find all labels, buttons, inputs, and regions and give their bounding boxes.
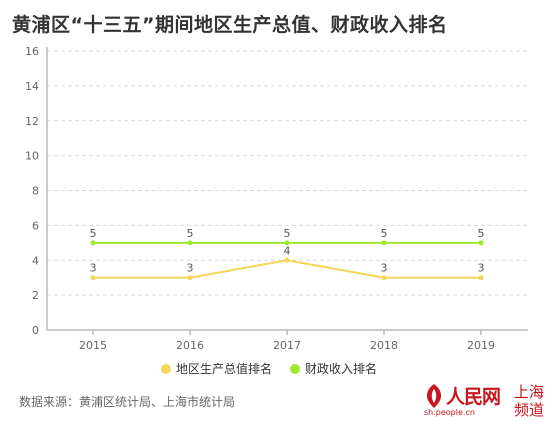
data-label: 4	[284, 244, 291, 257]
y-tick-label: 0	[32, 324, 39, 337]
y-tick-label: 12	[25, 115, 39, 128]
data-point	[381, 275, 387, 281]
series-line	[93, 259, 481, 279]
data-label: 5	[90, 227, 97, 240]
axes: 0 2 4 6 8 10 12 14 16 2015 2016 2017 2018 2019	[25, 45, 528, 352]
data-point	[478, 275, 484, 281]
data-label: 3	[381, 262, 388, 275]
data-point	[381, 240, 387, 246]
data-point	[284, 240, 290, 246]
legend-marker	[290, 364, 300, 374]
logo-name: 人民网	[446, 386, 501, 408]
legend-label: 地区生产总值排名	[176, 361, 272, 376]
legend-marker	[161, 364, 171, 374]
y-tick-label: 8	[32, 185, 39, 198]
logo-region: 上海 频道	[512, 383, 546, 419]
data-label: 5	[381, 227, 388, 240]
data-point	[90, 240, 96, 246]
y-tick-label: 16	[25, 45, 39, 58]
data-label: 3	[90, 262, 97, 275]
data-label: 5	[284, 227, 291, 240]
data-point	[187, 240, 193, 246]
data-point	[478, 240, 484, 246]
data-label: 3	[478, 262, 485, 275]
x-tick-label: 2016	[176, 339, 204, 352]
data-point	[90, 275, 96, 281]
data-point	[284, 257, 290, 263]
data-label: 5	[478, 227, 485, 240]
logo-region-line2: 频道	[513, 401, 544, 419]
data-label: 5	[187, 227, 194, 240]
data-label: 3	[187, 262, 194, 275]
data-source-note: 数据来源：黄浦区统计局、上海市统计局	[19, 395, 236, 409]
chart-title: 黄浦区“十三五”期间地区生产总值、财政收入排名	[12, 14, 448, 36]
legend-label: 财政收入排名	[305, 361, 377, 376]
x-tick-label: 2018	[370, 339, 398, 352]
logo-region-line1: 上海	[513, 383, 544, 401]
y-tick-label: 2	[32, 289, 39, 302]
y-tick-label: 4	[32, 254, 39, 267]
series-lines	[90, 240, 484, 281]
y-tick-label: 10	[25, 150, 39, 163]
people-cn-logo: 人民网 sh.people.cn 上海 频道	[422, 381, 546, 425]
x-tick-label: 2017	[273, 339, 301, 352]
y-tick-label: 14	[25, 80, 39, 93]
x-tick-label: 2019	[467, 339, 495, 352]
logo-url: sh.people.cn	[424, 408, 475, 417]
people-logo-icon	[426, 384, 442, 408]
legend: 地区生产总值排名 财政收入排名	[161, 361, 377, 376]
x-tick-label: 2015	[79, 339, 107, 352]
data-labels: 3 3 4 3 3 5 5 5 5 5	[90, 227, 485, 275]
y-tick-label: 6	[32, 219, 39, 232]
data-point	[187, 275, 193, 281]
